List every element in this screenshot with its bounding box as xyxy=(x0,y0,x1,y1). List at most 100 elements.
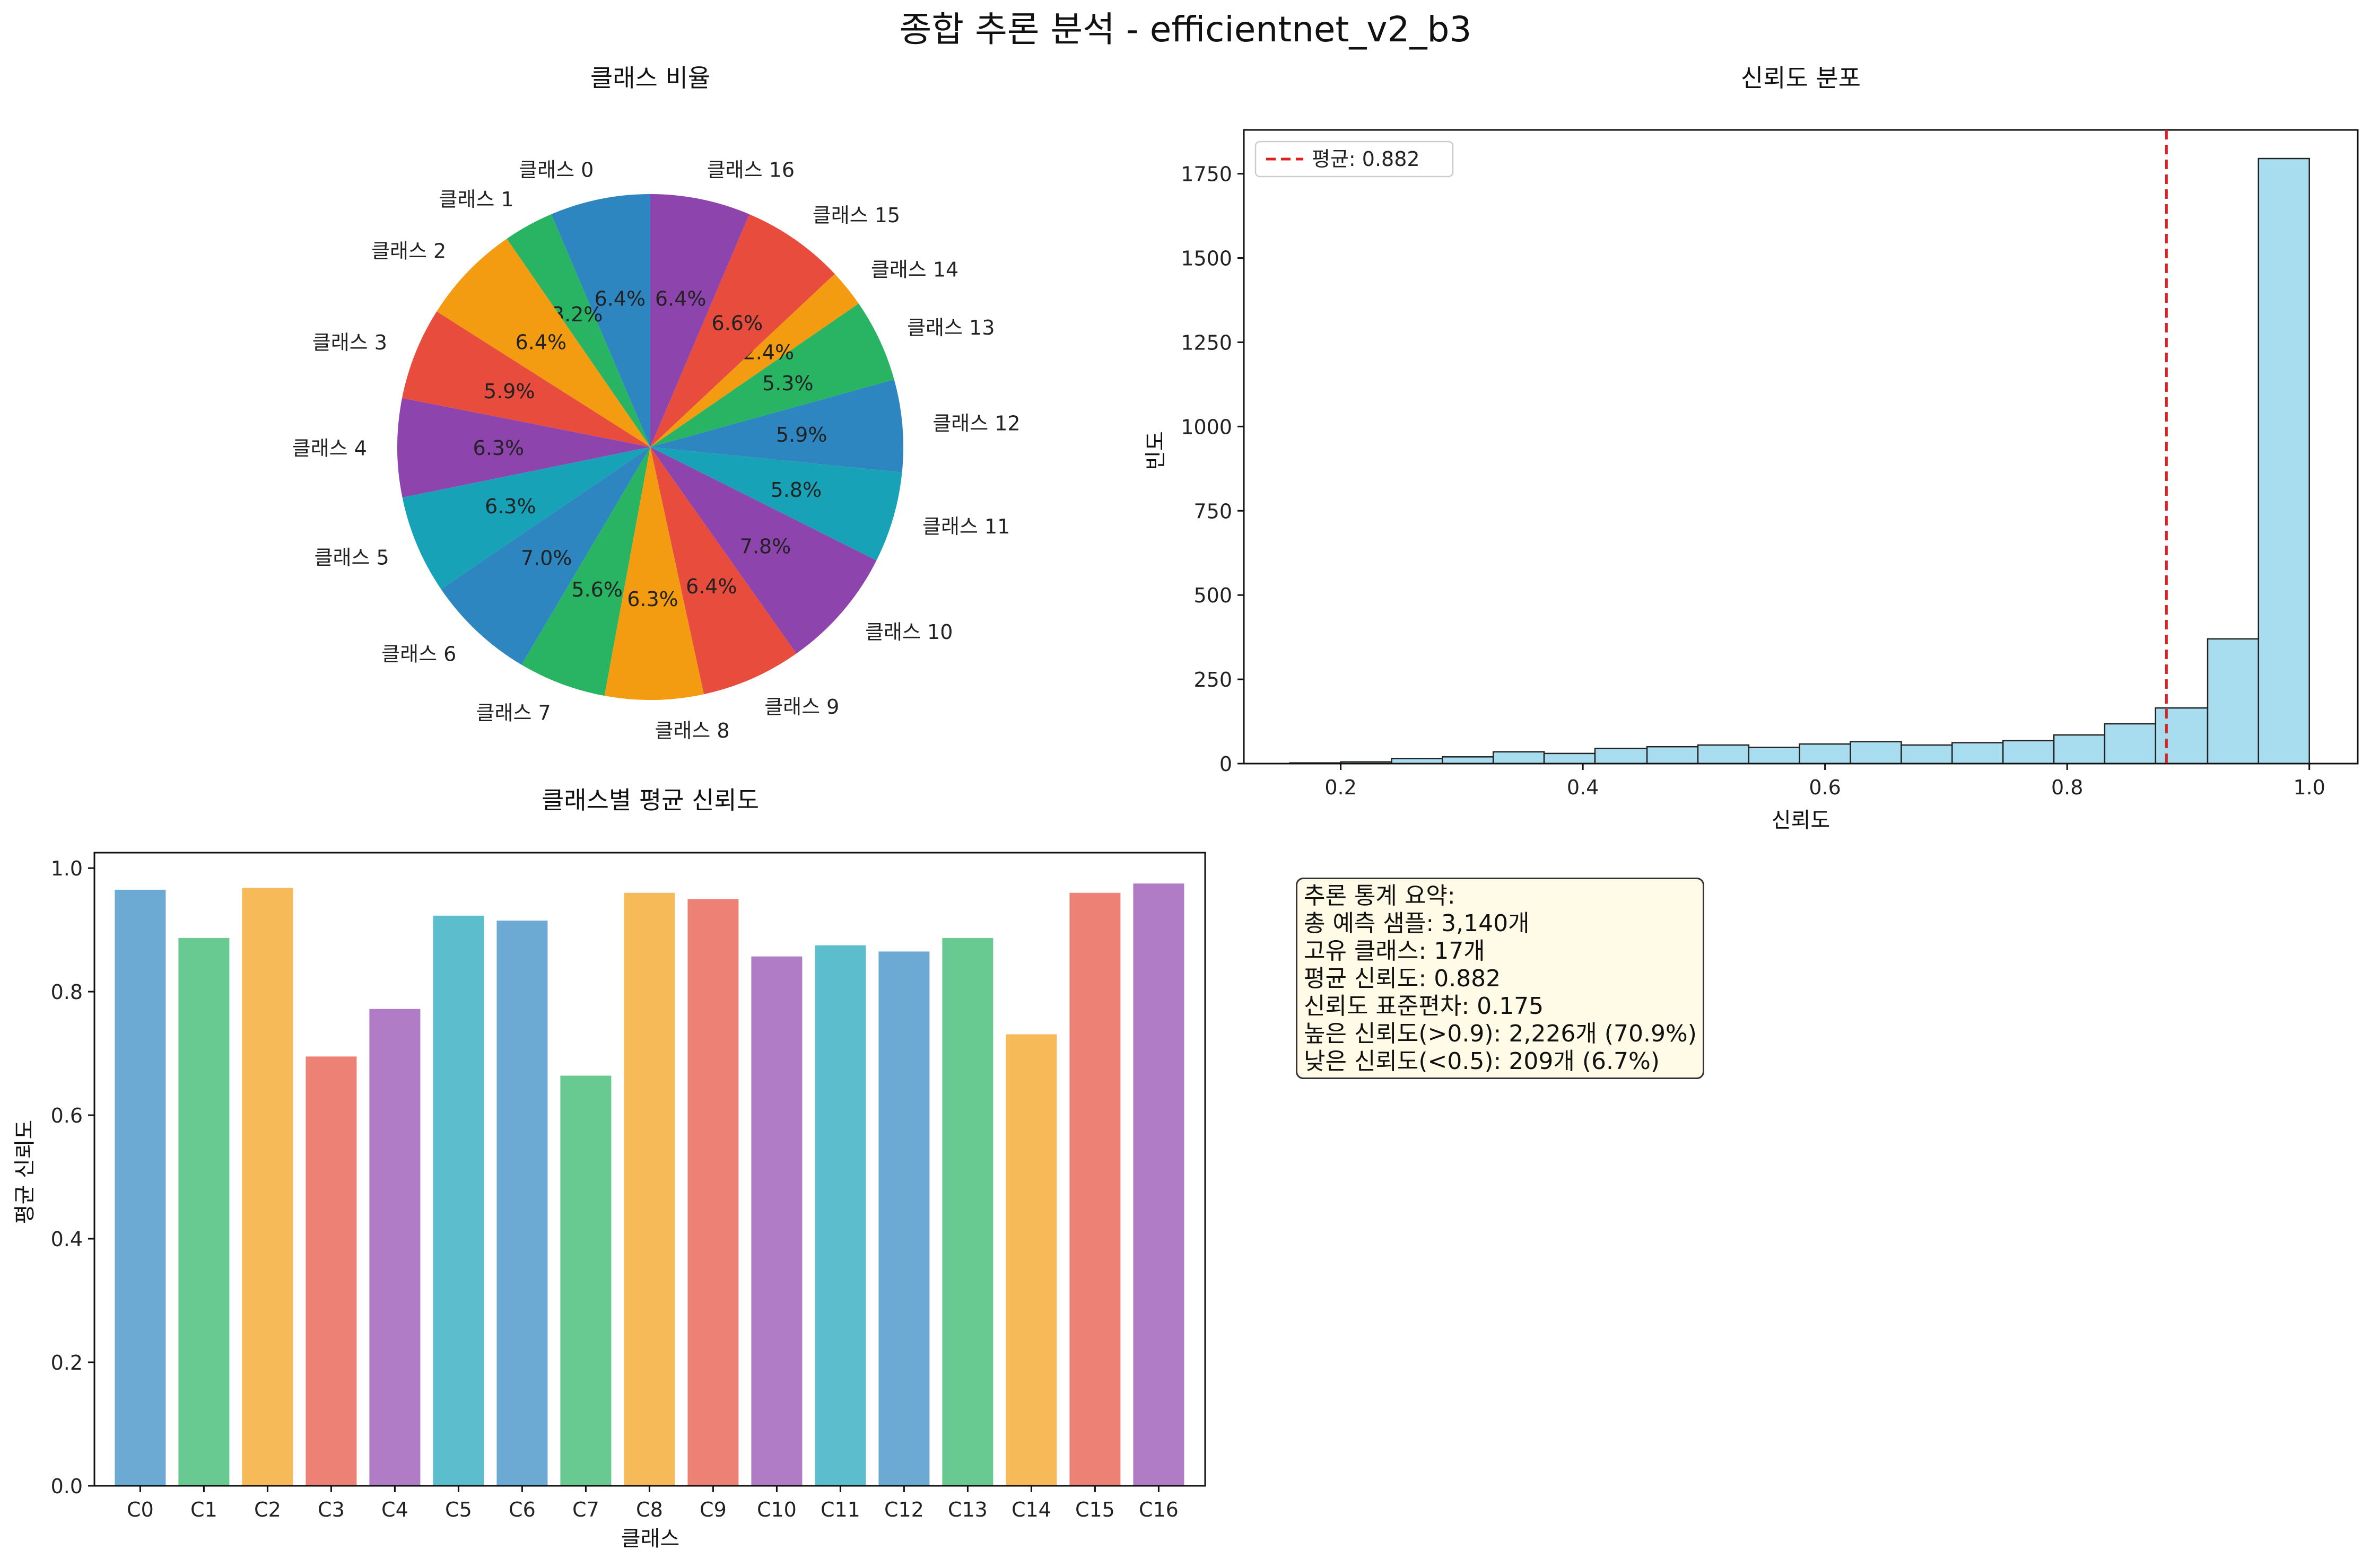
stats-line: 총 예측 샘플: 3,140개 xyxy=(1304,910,1530,937)
bar-x-tick-label: C7 xyxy=(572,1498,599,1521)
pie-percent-label: 6.6% xyxy=(712,311,763,335)
bar xyxy=(242,888,293,1486)
bar xyxy=(1133,883,1184,1486)
bar xyxy=(433,915,484,1486)
histogram-bar xyxy=(1492,751,1545,765)
bar-x-tick-label: C16 xyxy=(1139,1498,1179,1521)
pie-slice xyxy=(650,194,749,447)
bar-x-tick-label: C13 xyxy=(948,1498,988,1521)
pie-slice xyxy=(507,214,650,447)
bar-x-tick-label: C8 xyxy=(636,1498,663,1521)
pie-percent-label: 7.8% xyxy=(740,535,791,558)
bar xyxy=(624,892,675,1486)
histogram-y-tick-label: 500 xyxy=(1193,584,1232,607)
bar xyxy=(178,938,230,1486)
pie-slice xyxy=(402,447,650,590)
bar-x-tick-label: C6 xyxy=(509,1498,536,1521)
stats-line: 신뢰도 표준편차: 0.175 xyxy=(1304,993,1544,1020)
pie-percent-label: 6.3% xyxy=(627,588,678,611)
stats-line: 평균 신뢰도: 0.882 xyxy=(1304,965,1501,992)
pie-class-label: 클래스 14 xyxy=(871,258,958,282)
bar-x-tick-label: C4 xyxy=(381,1498,408,1521)
bar xyxy=(496,921,548,1486)
legend-mean-label: 평균: 0.882 xyxy=(1312,147,1420,171)
pie-slice xyxy=(650,447,797,695)
bar-x-tick-label: C9 xyxy=(700,1498,727,1521)
histogram-y-tick-label: 1500 xyxy=(1181,247,1232,270)
histogram-bar xyxy=(1697,744,1750,765)
stats-line: 고유 클래스: 17개 xyxy=(1304,938,1485,965)
bar-y-tick-label: 0.2 xyxy=(51,1351,83,1374)
bar-xlabel: 클래스 xyxy=(621,1527,679,1551)
histogram-x-tick-label: 0.2 xyxy=(1324,776,1356,799)
histogram-bar xyxy=(1594,748,1648,765)
histogram-bar xyxy=(2155,707,2209,765)
pie-class-label: 클래스 8 xyxy=(655,719,729,742)
pie-percent-label: 5.8% xyxy=(771,478,822,502)
bar-x-tick-label: C5 xyxy=(445,1498,472,1521)
histogram-x-tick-label: 0.8 xyxy=(2051,776,2083,799)
bar-chart: 클래스별 평균 신뢰도 클래스 평균 신뢰도 C0 C1 C2 C3 C4 C5 C6 C7 C… xyxy=(13,786,1206,1551)
figure-title: 종합 추론 분석 - efficientnet_v2_b3 xyxy=(900,9,1472,50)
pie-class-label: 클래스 16 xyxy=(707,159,795,182)
bar-x-tick-label: C3 xyxy=(318,1498,345,1521)
bar xyxy=(751,956,803,1486)
pie-class-label: 클래스 0 xyxy=(519,159,594,182)
pie-class-label: 클래스 2 xyxy=(371,239,446,262)
bar xyxy=(1006,1034,1057,1486)
bar-x-tick-label: C10 xyxy=(757,1498,797,1521)
pie-slice xyxy=(397,398,650,498)
bar-x-tick-label: C14 xyxy=(1012,1498,1051,1521)
bar xyxy=(306,1056,357,1486)
histogram-y-tick-label: 1000 xyxy=(1181,415,1232,439)
histogram-bar xyxy=(2104,723,2157,765)
histogram-bar xyxy=(2207,638,2260,765)
pie-slice xyxy=(551,194,650,447)
histogram-bar xyxy=(1799,743,1851,765)
bar xyxy=(815,945,866,1486)
bar-x-tick-label: C11 xyxy=(821,1498,860,1521)
histogram-title: 신뢰도 분포 xyxy=(1741,64,1861,92)
bar xyxy=(560,1075,612,1486)
pie-percent-label: 6.4% xyxy=(686,575,737,598)
pie-class-label: 클래스 12 xyxy=(932,412,1020,435)
bar-x-tick-label: C2 xyxy=(254,1498,281,1521)
pie-percent-label: 5.9% xyxy=(484,380,535,403)
pie-class-label: 클래스 11 xyxy=(922,515,1010,538)
pie-percent-label: 6.3% xyxy=(473,436,525,460)
pie-class-label: 클래스 3 xyxy=(312,331,387,354)
pie-chart: 클래스 비율 6.4%클래스 03.2%클래스 16.4%클래스 25.9%클래… xyxy=(292,64,1021,742)
pie-slice xyxy=(521,447,650,696)
bar-x-tick-label: C1 xyxy=(190,1498,217,1521)
histogram-legend-box xyxy=(1254,141,1454,178)
histogram-y-tick-label: 1750 xyxy=(1181,163,1232,186)
pie-class-label: 클래스 6 xyxy=(381,642,456,665)
histogram-bar xyxy=(1646,746,1699,765)
histogram-xlabel: 신뢰도 xyxy=(1772,808,1830,833)
histogram-x-tick-label: 0.6 xyxy=(1809,776,1841,799)
pie-slice xyxy=(650,214,835,447)
histogram-y-tick-label: 0 xyxy=(1219,752,1232,776)
bar-title: 클래스별 평균 신뢰도 xyxy=(542,786,759,814)
histogram-bar xyxy=(1442,756,1494,765)
bar xyxy=(687,899,739,1486)
histogram-y-tick-label: 1250 xyxy=(1181,331,1232,354)
pie-class-label: 클래스 10 xyxy=(865,620,953,644)
histogram-bar xyxy=(2002,740,2055,765)
histogram-chart: 신뢰도 분포 신뢰도 빈도 0.2 0.4 0.6 0.8 1.0 0 250 500 750 1… xyxy=(1144,64,2359,833)
histogram-y-tick-label: 750 xyxy=(1193,500,1232,523)
pie-percent-label: 6.3% xyxy=(485,495,536,518)
bar-y-tick-label: 0.8 xyxy=(51,980,83,1004)
histogram-y-tick-label: 250 xyxy=(1193,668,1232,691)
bar xyxy=(878,951,930,1486)
histogram-bar xyxy=(2257,157,2310,765)
pie-slice xyxy=(604,447,704,700)
pie-slice xyxy=(650,303,894,447)
pie-title: 클래스 비율 xyxy=(590,64,710,92)
bar-axes-frame xyxy=(93,852,1206,1487)
stats-summary-box: 추론 통계 요약: 총 예측 샘플: 3,140개 고유 클래스: 17개 평균… xyxy=(1296,878,1704,1079)
pie-percent-label: 5.6% xyxy=(571,578,623,601)
pie-slice xyxy=(650,274,859,447)
pie-class-label: 클래스 5 xyxy=(315,546,389,570)
